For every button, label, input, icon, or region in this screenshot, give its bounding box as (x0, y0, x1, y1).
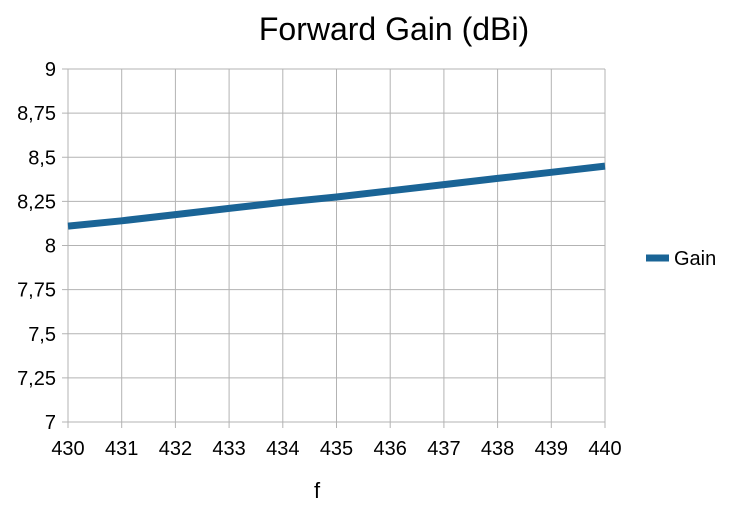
y-tick-label: 8,25 (17, 191, 56, 213)
legend: Gain (646, 248, 716, 270)
y-tick-label: 7,25 (17, 368, 56, 390)
y-tick-label: 7 (45, 412, 56, 434)
x-tick-label: 432 (159, 438, 192, 460)
x-tick-label: 439 (535, 438, 568, 460)
y-tick-label: 7,5 (28, 324, 56, 346)
y-tick-label: 8 (45, 236, 56, 258)
x-tick-label: 437 (427, 438, 460, 460)
x-axis-title: f (314, 478, 321, 503)
y-axis-tick-labels: 7 7,25 7,5 7,75 8 8,25 8,5 8,75 9 (17, 59, 56, 434)
y-tick-label: 8,5 (28, 147, 56, 169)
series-layer (67, 162, 606, 230)
x-tick-label: 433 (212, 438, 245, 460)
x-tick-label: 436 (374, 438, 407, 460)
chart-title: Forward Gain (dBi) (259, 11, 529, 47)
series-line-gain (67, 162, 606, 230)
x-axis-tick-labels: 430 431 432 433 434 435 436 437 438 439 440 (51, 438, 621, 460)
x-tick-label: 440 (588, 438, 621, 460)
legend-label-gain: Gain (674, 248, 716, 270)
x-tick-label: 438 (481, 438, 514, 460)
grid-lines (62, 68, 606, 428)
x-tick-label: 434 (266, 438, 299, 460)
y-tick-label: 9 (45, 59, 56, 81)
x-tick-label: 435 (320, 438, 353, 460)
y-tick-label: 8,75 (17, 103, 56, 125)
y-tick-label: 7,75 (17, 280, 56, 302)
x-tick-label: 430 (51, 438, 84, 460)
x-tick-label: 431 (105, 438, 138, 460)
